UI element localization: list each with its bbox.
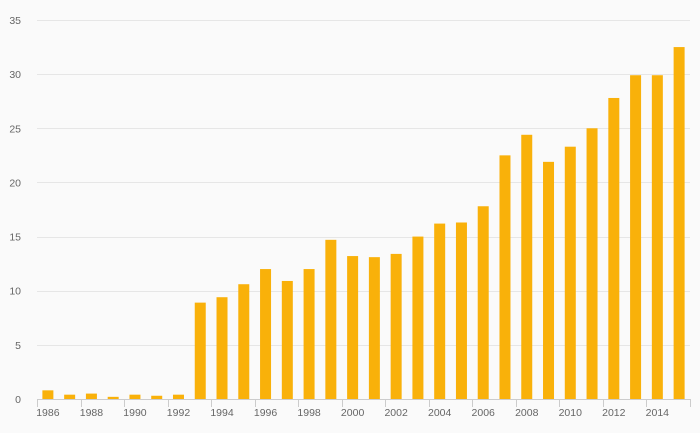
- x-tick-label: 2012: [602, 407, 626, 419]
- bar-1993: [194, 302, 206, 399]
- y-tick-label: 35: [9, 15, 21, 27]
- x-tick-label: 1996: [254, 407, 278, 419]
- y-tick-label: 5: [15, 340, 21, 352]
- gridlines: [37, 20, 690, 346]
- bar-1988: [85, 393, 97, 399]
- bar-2001: [368, 257, 380, 399]
- x-tick-label: 2000: [341, 407, 365, 419]
- bar-2002: [390, 253, 402, 399]
- bar-2014: [651, 75, 663, 400]
- bar-2000: [347, 256, 359, 399]
- bar-2015: [673, 47, 685, 399]
- x-tick-label: 2014: [646, 407, 670, 419]
- x-tick-label: 1990: [123, 407, 147, 419]
- x-tick-label: 2008: [515, 407, 539, 419]
- bar-1994: [216, 297, 228, 399]
- y-tick-label: 15: [9, 232, 21, 244]
- bar-1990: [129, 394, 141, 399]
- bar-2012: [608, 97, 620, 400]
- x-tick-label: 1988: [80, 407, 104, 419]
- bar-1987: [64, 394, 76, 399]
- y-tick-label: 30: [9, 69, 21, 81]
- bar-1996: [260, 269, 272, 399]
- bar-1992: [172, 394, 184, 399]
- x-tick-label: 2004: [428, 407, 452, 419]
- x-tick-label: 1998: [297, 407, 321, 419]
- bar-1999: [325, 239, 337, 399]
- bar-2009: [543, 161, 555, 399]
- bar-2006: [477, 206, 489, 399]
- bars: [42, 47, 685, 400]
- bar-1986: [42, 390, 54, 399]
- y-tick-label: 10: [9, 286, 21, 298]
- x-tick-label: 2002: [384, 407, 408, 419]
- bar-2005: [455, 222, 467, 399]
- bar-1989: [107, 396, 119, 399]
- bar-1991: [151, 395, 163, 399]
- x-tick-label: 1992: [167, 407, 191, 419]
- bar-2013: [630, 75, 642, 400]
- y-tick-label: 20: [9, 177, 21, 189]
- y-tick-label: 0: [15, 394, 21, 406]
- bar-2010: [564, 146, 576, 399]
- bar-1997: [281, 280, 293, 399]
- x-tick-label: 1986: [36, 407, 60, 419]
- bar-2011: [586, 128, 598, 400]
- bar-2003: [412, 236, 424, 399]
- x-axis: [37, 399, 691, 407]
- x-axis-tick-labels: 1986 1988 1990 1992 1994 1996 1998 2000 2002 2004…: [36, 407, 669, 419]
- bar-2004: [434, 223, 446, 399]
- bar-2008: [521, 134, 533, 400]
- y-axis-tick-labels: 0 5 10 15 20 25 30 35: [9, 15, 21, 406]
- x-tick-label: 1994: [210, 407, 234, 419]
- x-tick-label: 2010: [559, 407, 583, 419]
- x-tick-label: 2006: [472, 407, 496, 419]
- bar-2007: [499, 155, 511, 399]
- y-tick-label: 25: [9, 123, 21, 135]
- bar-1995: [238, 284, 250, 399]
- bar-1998: [303, 269, 315, 399]
